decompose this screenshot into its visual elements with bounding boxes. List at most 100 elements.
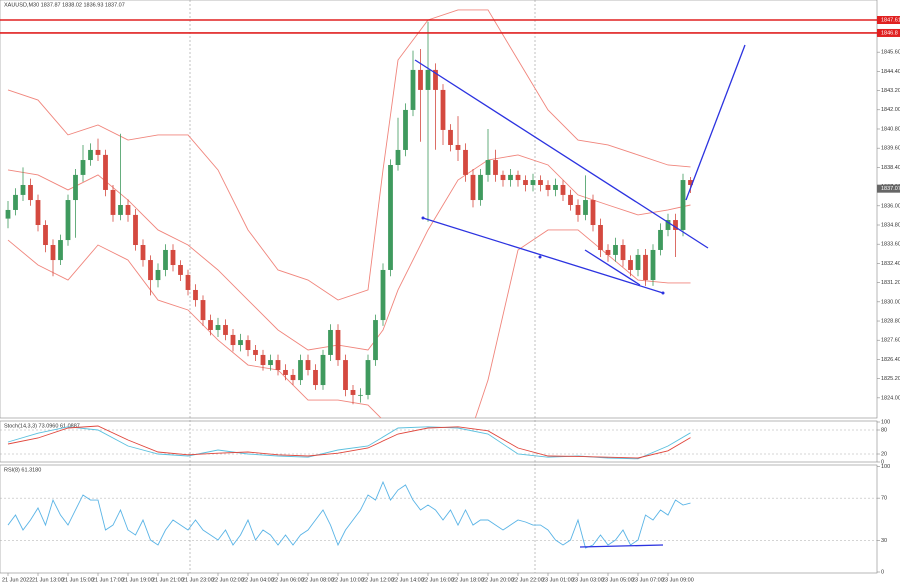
candle-body bbox=[365, 360, 371, 395]
y-tick-label: 0 bbox=[881, 459, 884, 465]
candle-body bbox=[13, 194, 18, 210]
x-tick-label: 22 Jun 22:00 bbox=[512, 577, 544, 583]
candle-body bbox=[658, 229, 663, 250]
candle-body bbox=[478, 174, 483, 201]
x-tick-label: 22 Jun 10:00 bbox=[332, 577, 364, 583]
candle-body bbox=[433, 69, 438, 90]
x-tick-label: 21 Jun 13:00 bbox=[32, 577, 64, 583]
candle-body bbox=[193, 289, 198, 301]
candle-body bbox=[118, 204, 123, 215]
x-tick-label: 22 Jun 02:00 bbox=[212, 577, 244, 583]
candle-body bbox=[673, 220, 678, 230]
main-clip bbox=[5, 9, 693, 418]
candle-body bbox=[613, 245, 618, 255]
candle-body bbox=[665, 220, 671, 230]
y-tick-label: 1826.40 bbox=[881, 357, 900, 363]
x-tick-label: 22 Jun 18:00 bbox=[452, 577, 484, 583]
y-tick-label: 1827.60 bbox=[881, 338, 900, 344]
candle-body bbox=[5, 209, 11, 219]
x-tick-label: 23 Jun 07:00 bbox=[632, 577, 664, 583]
x-tick-label: 21 Jun 15:00 bbox=[62, 577, 94, 583]
rsi-line bbox=[7, 480, 691, 549]
y-tick-label: 100 bbox=[881, 419, 890, 425]
y-tick-label: 1844.40 bbox=[881, 69, 900, 75]
candle-body bbox=[598, 225, 603, 250]
y-tick-label: 1830.00 bbox=[881, 299, 900, 305]
x-tick-label: 21 Jun 17:00 bbox=[92, 577, 124, 583]
projection-line bbox=[685, 44, 746, 201]
candle-body bbox=[110, 189, 116, 215]
y-tick-label: 1833.60 bbox=[881, 242, 900, 248]
candle-body bbox=[215, 325, 221, 330]
candle-body bbox=[245, 340, 251, 350]
y-tick-label: 1825.20 bbox=[881, 376, 900, 382]
candle-body bbox=[530, 180, 536, 185]
x-tick-label: 21 Jun 23:00 bbox=[182, 577, 214, 583]
candle-body bbox=[485, 160, 491, 175]
y-tick-label: 1834.80 bbox=[881, 222, 900, 228]
candle-body bbox=[58, 240, 63, 261]
candle-body bbox=[425, 69, 431, 90]
candle-body bbox=[28, 184, 33, 201]
candle-body bbox=[290, 374, 296, 381]
candle-body bbox=[208, 320, 213, 330]
x-tick-label: 22 Jun 04:00 bbox=[242, 577, 274, 583]
y-tick-label: 80 bbox=[881, 427, 887, 433]
candle-body bbox=[223, 325, 228, 335]
candle-body bbox=[500, 174, 506, 181]
x-tick-label: 23 Jun 09:00 bbox=[662, 577, 694, 583]
candle-body bbox=[238, 340, 243, 346]
candle-body bbox=[170, 249, 176, 266]
y-tick-label: 1845.60 bbox=[881, 50, 900, 56]
level-tag bbox=[877, 16, 900, 25]
y-tick-label: 30 bbox=[881, 538, 887, 544]
rsi-label: RSI(8) 61.3180 bbox=[4, 467, 41, 473]
x-tick-label: 22 Jun 12:00 bbox=[362, 577, 394, 583]
candle-body bbox=[628, 260, 633, 270]
candle-body bbox=[88, 149, 93, 161]
candle-body bbox=[538, 180, 543, 185]
candle-body bbox=[463, 149, 468, 175]
candle-body bbox=[50, 245, 56, 261]
candle-body bbox=[358, 394, 363, 396]
candle-body bbox=[298, 360, 303, 381]
candle-body bbox=[268, 360, 273, 366]
x-tick-label: 23 Jun 03:00 bbox=[572, 577, 604, 583]
candle-body bbox=[178, 265, 183, 275]
candle-body bbox=[35, 200, 41, 226]
anchor bbox=[538, 255, 542, 259]
level-label: 1846.8 bbox=[881, 30, 898, 36]
candle-body bbox=[388, 164, 393, 270]
candle-body bbox=[140, 245, 146, 261]
candle-body bbox=[583, 200, 588, 215]
y-tick-label: 1832.40 bbox=[881, 261, 900, 267]
candle-body bbox=[373, 320, 378, 361]
y-tick-label: 1843.20 bbox=[881, 88, 900, 94]
candle-body bbox=[148, 260, 153, 281]
band-lower bbox=[7, 229, 691, 418]
candle-body bbox=[283, 369, 288, 375]
candle-body bbox=[590, 200, 596, 226]
x-tick-label: 21 Jun 2022 bbox=[2, 577, 32, 583]
y-tick-label: 1824.00 bbox=[881, 395, 900, 401]
candle-body bbox=[455, 144, 461, 150]
x-tick-label: 21 Jun 21:00 bbox=[152, 577, 184, 583]
candle-body bbox=[103, 154, 108, 190]
x-tick-label: 22 Jun 14:00 bbox=[392, 577, 424, 583]
candle-body bbox=[65, 200, 71, 241]
candle-body bbox=[343, 360, 348, 390]
x-tick-label: 22 Jun 08:00 bbox=[302, 577, 334, 583]
candle-body bbox=[515, 174, 521, 181]
trend-line bbox=[414, 59, 709, 249]
candle-body bbox=[688, 180, 693, 185]
y-tick-label: 1831.20 bbox=[881, 280, 900, 286]
plot-layer: 1824.00 1825.20 1826.40 1827.60 1828.80 1830.… bbox=[0, 9, 900, 583]
level-tag bbox=[877, 28, 900, 37]
candle-body bbox=[335, 329, 341, 361]
candle-body bbox=[680, 180, 686, 230]
chart-title: XAUUSD,M30 1837.87 1838.02 1836.93 1837.… bbox=[4, 2, 125, 8]
candle-body bbox=[380, 269, 386, 321]
x-tick-label: 23 Jun 01:00 bbox=[542, 577, 574, 583]
candle-body bbox=[275, 360, 281, 370]
